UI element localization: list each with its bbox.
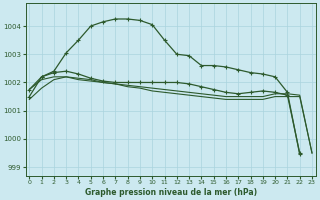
X-axis label: Graphe pression niveau de la mer (hPa): Graphe pression niveau de la mer (hPa) [84, 188, 257, 197]
